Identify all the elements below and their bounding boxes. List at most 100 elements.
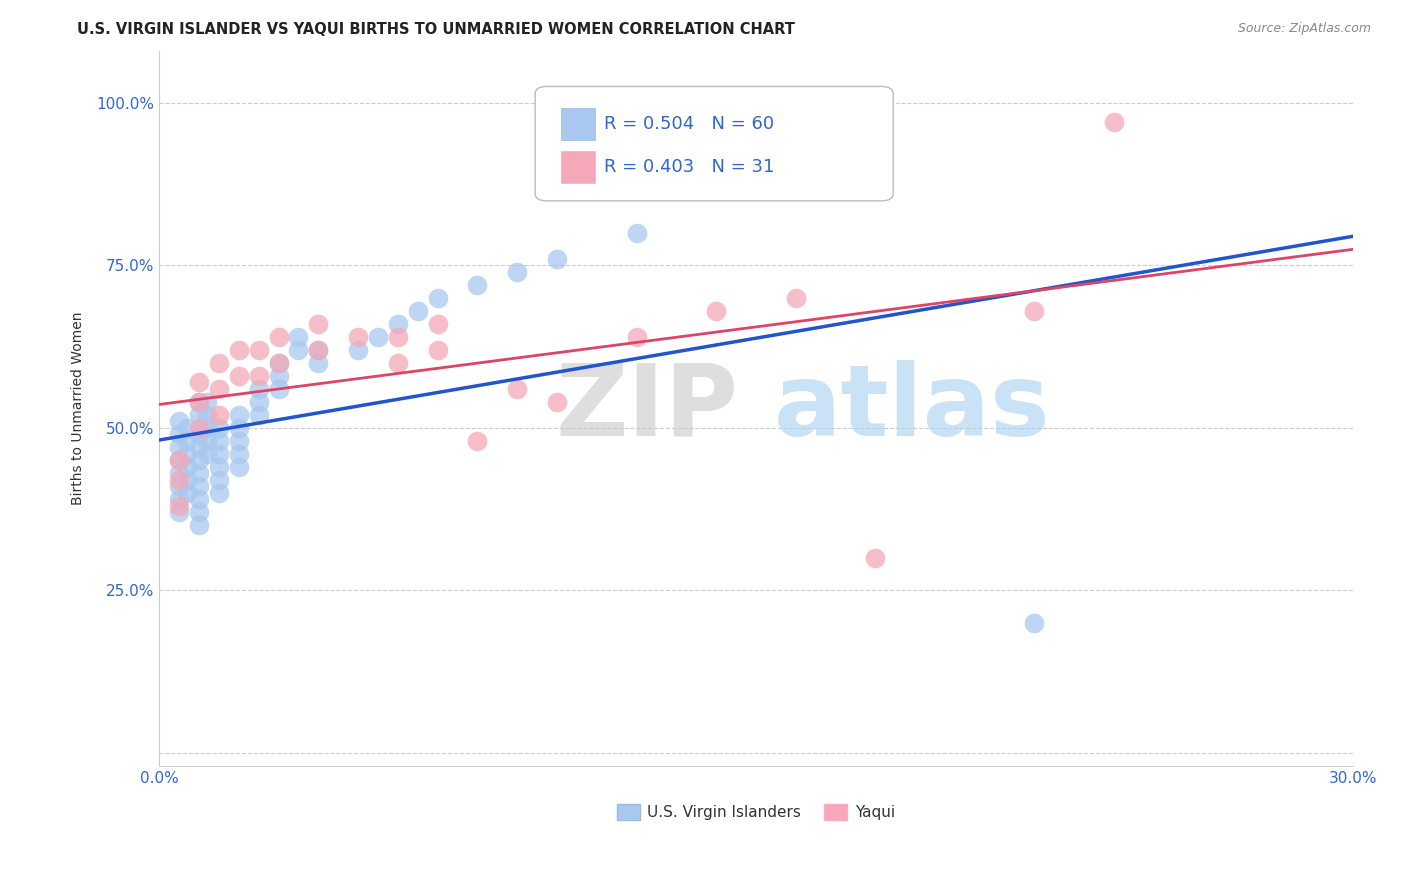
Point — [247, 408, 270, 422]
Point — [785, 291, 807, 305]
Point — [208, 421, 231, 435]
Point — [208, 408, 231, 422]
Point — [188, 505, 211, 519]
Point — [195, 408, 218, 422]
Point — [188, 467, 211, 481]
Point — [208, 459, 231, 474]
Point — [347, 343, 370, 357]
Legend: U.S. Virgin Islanders, Yaqui: U.S. Virgin Islanders, Yaqui — [610, 798, 901, 826]
Point — [546, 252, 568, 266]
Point — [167, 427, 190, 442]
Point — [228, 421, 250, 435]
Point — [188, 376, 211, 390]
Text: atlas: atlas — [773, 359, 1050, 457]
Point — [626, 330, 648, 344]
Point — [195, 434, 218, 448]
Point — [267, 368, 290, 383]
Point — [1102, 115, 1125, 129]
Point — [467, 277, 489, 292]
Point — [228, 434, 250, 448]
Point — [287, 330, 309, 344]
FancyBboxPatch shape — [536, 87, 893, 201]
Point — [176, 485, 198, 500]
Point — [1024, 303, 1046, 318]
Point — [307, 343, 329, 357]
Point — [247, 368, 270, 383]
Point — [267, 356, 290, 370]
Point — [426, 343, 449, 357]
Point — [167, 499, 190, 513]
Point — [506, 265, 529, 279]
Point — [188, 453, 211, 467]
Text: R = 0.504   N = 60: R = 0.504 N = 60 — [605, 115, 775, 133]
Point — [228, 408, 250, 422]
Point — [188, 427, 211, 442]
Point — [188, 492, 211, 507]
Point — [188, 394, 211, 409]
Point — [228, 459, 250, 474]
Text: ZIP: ZIP — [555, 359, 738, 457]
Point — [208, 356, 231, 370]
Point — [176, 434, 198, 448]
Point — [267, 382, 290, 396]
Point — [406, 303, 429, 318]
Point — [167, 453, 190, 467]
Point — [176, 447, 198, 461]
Point — [208, 382, 231, 396]
Point — [188, 479, 211, 493]
Point — [208, 447, 231, 461]
Point — [367, 330, 389, 344]
Point — [228, 343, 250, 357]
Point — [626, 226, 648, 240]
Point — [167, 473, 190, 487]
Point — [188, 518, 211, 533]
Point — [247, 394, 270, 409]
Point — [467, 434, 489, 448]
Point — [506, 382, 529, 396]
Point — [307, 356, 329, 370]
Point — [228, 447, 250, 461]
Text: Source: ZipAtlas.com: Source: ZipAtlas.com — [1237, 22, 1371, 36]
Point — [865, 550, 887, 565]
FancyBboxPatch shape — [561, 108, 595, 140]
Point — [208, 485, 231, 500]
Text: U.S. VIRGIN ISLANDER VS YAQUI BIRTHS TO UNMARRIED WOMEN CORRELATION CHART: U.S. VIRGIN ISLANDER VS YAQUI BIRTHS TO … — [77, 22, 796, 37]
Point — [208, 473, 231, 487]
Point — [546, 394, 568, 409]
Point — [208, 434, 231, 448]
Y-axis label: Births to Unmarried Women: Births to Unmarried Women — [72, 311, 86, 505]
Point — [167, 492, 190, 507]
Point — [247, 343, 270, 357]
Point — [167, 505, 190, 519]
Point — [704, 303, 727, 318]
Point — [167, 453, 190, 467]
Point — [167, 440, 190, 454]
Point — [347, 330, 370, 344]
Point — [247, 382, 270, 396]
Text: R = 0.403   N = 31: R = 0.403 N = 31 — [605, 158, 775, 176]
Point — [176, 421, 198, 435]
Point — [195, 447, 218, 461]
Point — [167, 479, 190, 493]
Point — [188, 421, 211, 435]
Point — [228, 368, 250, 383]
Point — [426, 291, 449, 305]
Point — [195, 421, 218, 435]
Point — [188, 408, 211, 422]
Point — [387, 356, 409, 370]
Point — [167, 414, 190, 428]
Point — [176, 459, 198, 474]
FancyBboxPatch shape — [561, 151, 595, 183]
Point — [167, 467, 190, 481]
Point — [188, 440, 211, 454]
Point — [307, 317, 329, 331]
Point — [387, 330, 409, 344]
Point — [387, 317, 409, 331]
Point — [267, 356, 290, 370]
Point — [267, 330, 290, 344]
Point — [195, 394, 218, 409]
Point — [426, 317, 449, 331]
Point — [1024, 615, 1046, 630]
Point — [287, 343, 309, 357]
Point — [307, 343, 329, 357]
